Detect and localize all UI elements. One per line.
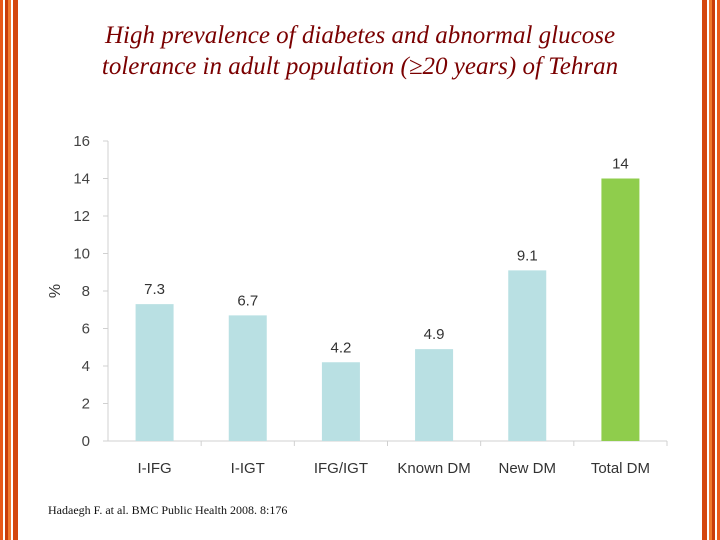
x-tick-label: New DM <box>498 460 556 477</box>
y-tick-label: 16 <box>73 133 90 150</box>
bar-i-igt <box>228 315 267 441</box>
source-citation: Hadaegh F. at al. BMC Public Health 2008… <box>48 503 288 517</box>
bar-known-dm <box>415 349 454 441</box>
x-tick-label: IFG/IGT <box>314 460 368 477</box>
slide-title: High prevalence of diabetes and abnormal… <box>40 20 680 82</box>
x-tick-label: I-IGT <box>231 460 265 477</box>
y-tick-label: 14 <box>73 171 90 188</box>
x-tick-label: I-IFG <box>137 460 171 477</box>
x-tick-label: Total DM <box>591 460 650 477</box>
bar-ifg-igt <box>321 362 360 441</box>
y-tick-label: 8 <box>82 283 90 300</box>
bar-total-dm <box>601 178 640 441</box>
x-tick-label: Known DM <box>397 460 470 477</box>
y-tick-label: 12 <box>73 208 90 225</box>
y-tick-label: 6 <box>82 321 90 338</box>
title-line-1: High prevalence of diabetes and abnormal… <box>104 22 616 49</box>
right-decorative-border <box>702 0 720 540</box>
data-label: 9.1 <box>517 247 538 264</box>
y-tick-label: 4 <box>82 358 90 375</box>
y-tick-label: 0 <box>82 433 90 450</box>
data-label: 6.7 <box>237 292 258 309</box>
bar-i-ifg <box>135 304 174 441</box>
bar-new-dm <box>508 270 547 441</box>
title-line-2: tolerance in adult population (≥20 years… <box>101 53 619 80</box>
y-tick-label: 10 <box>73 246 90 263</box>
data-label: 4.2 <box>330 339 351 356</box>
data-label: 4.9 <box>424 326 445 343</box>
y-tick-label: 2 <box>82 396 90 413</box>
data-label: 14 <box>612 156 629 173</box>
left-decorative-border <box>0 0 18 540</box>
y-axis-label: % <box>47 284 64 298</box>
data-label: 7.3 <box>144 281 165 298</box>
